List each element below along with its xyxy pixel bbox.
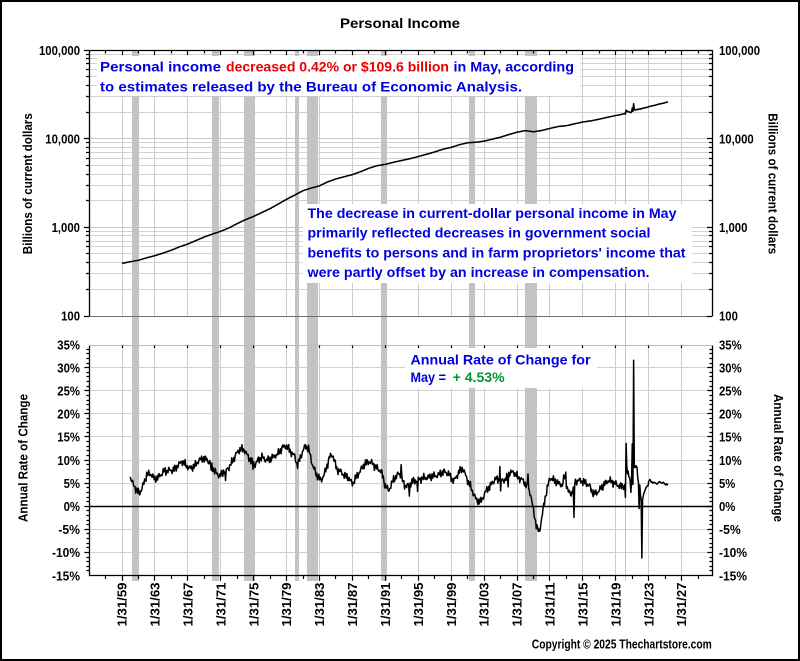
svg-text:1/31/99: 1/31/99 xyxy=(445,582,459,626)
svg-text:35%: 35% xyxy=(719,338,742,352)
svg-text:1/31/59: 1/31/59 xyxy=(116,582,130,626)
svg-text:5%: 5% xyxy=(719,477,735,491)
svg-text:1/31/71: 1/31/71 xyxy=(214,582,228,626)
svg-text:-15%: -15% xyxy=(52,569,80,583)
svg-text:10,000: 10,000 xyxy=(45,132,80,146)
svg-text:1/31/19: 1/31/19 xyxy=(609,582,623,626)
svg-text:5%: 5% xyxy=(64,477,80,491)
svg-text:-10%: -10% xyxy=(52,546,80,560)
svg-text:25%: 25% xyxy=(719,384,742,398)
svg-text:10%: 10% xyxy=(719,454,742,468)
svg-text:-15%: -15% xyxy=(719,569,747,583)
svg-text:1/31/91: 1/31/91 xyxy=(379,582,393,626)
svg-text:1,000: 1,000 xyxy=(719,221,747,235)
svg-text:Personal Income: Personal Income xyxy=(340,15,460,31)
svg-text:1/31/15: 1/31/15 xyxy=(576,582,590,626)
svg-text:primarily reflected decreases: primarily reflected decreases in governm… xyxy=(308,225,651,241)
svg-text:-5%: -5% xyxy=(58,523,80,537)
svg-text:-10%: -10% xyxy=(719,546,747,560)
svg-text:1/31/63: 1/31/63 xyxy=(149,582,163,626)
svg-text:30%: 30% xyxy=(719,361,742,375)
svg-text:10,000: 10,000 xyxy=(719,132,754,146)
svg-text:1/31/11: 1/31/11 xyxy=(544,582,558,626)
svg-text:35%: 35% xyxy=(57,338,80,352)
svg-text:Billions of current dollars: Billions of current dollars xyxy=(20,113,35,254)
svg-text:100,000: 100,000 xyxy=(39,44,80,58)
svg-text:benefits to persons and in far: benefits to persons and in farm propriet… xyxy=(308,244,686,260)
svg-text:were partly offset by an incre: were partly offset by an increase in com… xyxy=(306,264,649,280)
svg-text:1/31/27: 1/31/27 xyxy=(675,582,689,626)
svg-text:20%: 20% xyxy=(57,408,80,422)
svg-text:30%: 30% xyxy=(57,361,80,375)
svg-text:1/31/23: 1/31/23 xyxy=(642,582,656,626)
svg-text:1/31/79: 1/31/79 xyxy=(280,582,294,626)
svg-text:100: 100 xyxy=(61,310,80,324)
svg-text:15%: 15% xyxy=(719,431,742,445)
svg-text:1/31/07: 1/31/07 xyxy=(511,582,525,626)
svg-text:1/31/03: 1/31/03 xyxy=(478,582,492,626)
svg-text:-5%: -5% xyxy=(719,523,741,537)
svg-text:Copyright © 2025 Thechartstore: Copyright © 2025 Thechartstore.com xyxy=(532,637,712,652)
svg-text:in May, according: in May, according xyxy=(454,59,575,75)
svg-text:1/31/75: 1/31/75 xyxy=(247,582,261,626)
svg-text:100: 100 xyxy=(719,310,738,324)
svg-text:+ 4.53%: + 4.53% xyxy=(453,369,506,385)
svg-text:1/31/87: 1/31/87 xyxy=(346,582,360,626)
svg-text:1/31/67: 1/31/67 xyxy=(181,582,195,626)
svg-text:0%: 0% xyxy=(719,500,735,514)
svg-text:100,000: 100,000 xyxy=(719,44,760,58)
svg-text:1/31/95: 1/31/95 xyxy=(412,582,426,626)
svg-text:to estimates released by the B: to estimates released by the Bureau of E… xyxy=(100,79,522,95)
svg-text:decreased 0.42% or $109.6 bill: decreased 0.42% or $109.6 billion xyxy=(226,59,449,75)
svg-text:May =: May = xyxy=(411,369,447,385)
svg-text:Personal income: Personal income xyxy=(100,59,221,75)
svg-text:1/31/83: 1/31/83 xyxy=(313,582,327,626)
svg-text:Billions of current dollars: Billions of current dollars xyxy=(765,113,780,254)
svg-text:The decrease in current-dollar: The decrease in current-dollar personal … xyxy=(308,205,677,221)
svg-text:20%: 20% xyxy=(719,408,742,422)
svg-text:0%: 0% xyxy=(64,500,80,514)
svg-text:25%: 25% xyxy=(57,384,80,398)
svg-text:Annual Rate of Change for: Annual Rate of Change for xyxy=(411,352,592,368)
svg-text:10%: 10% xyxy=(57,454,80,468)
svg-text:Annual Rate of Change: Annual Rate of Change xyxy=(771,394,786,522)
svg-text:1,000: 1,000 xyxy=(52,221,80,235)
svg-text:Annual Rate of Change: Annual Rate of Change xyxy=(15,394,30,522)
svg-text:15%: 15% xyxy=(57,431,80,445)
